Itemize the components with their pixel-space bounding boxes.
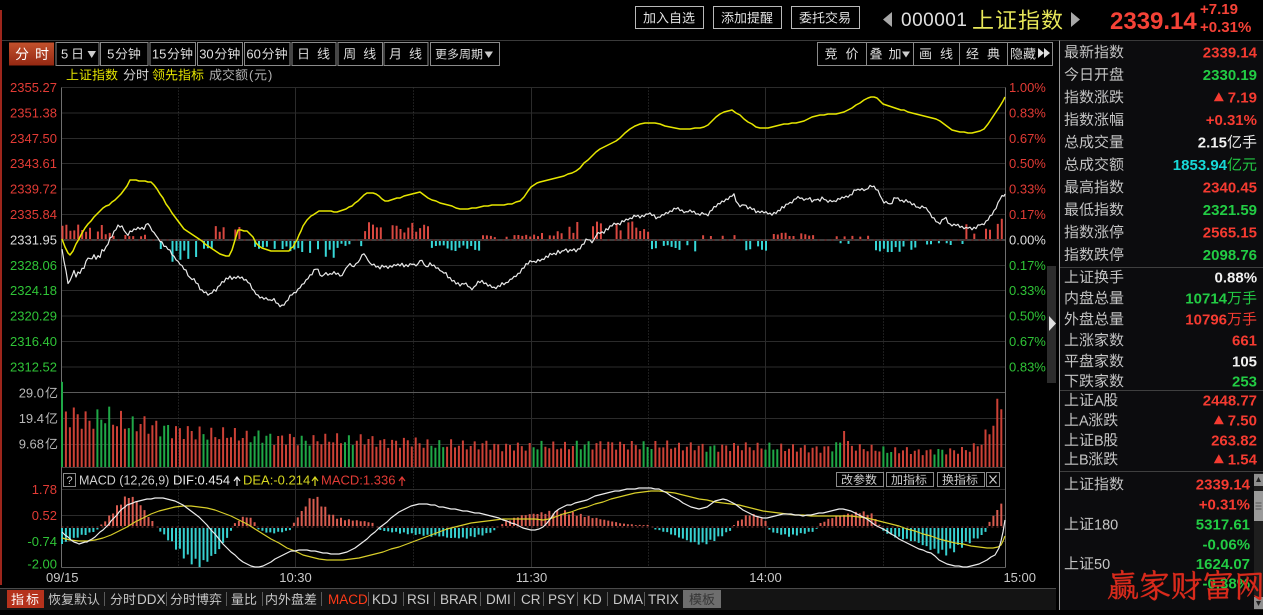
svg-text:263.82: 263.82 [1211,432,1257,449]
svg-text:5317.61: 5317.61 [1196,516,1250,533]
svg-text:10714: 10714 [1185,290,1227,307]
svg-text:2339.14: 2339.14 [1203,44,1258,61]
svg-text:0.67%: 0.67% [1009,334,1046,349]
svg-text:5: 5 [61,47,68,62]
svg-text:0.33%: 0.33% [1009,182,1046,197]
svg-text:0.83%: 0.83% [1009,105,1046,120]
svg-text:661: 661 [1232,332,1257,349]
svg-text:0.88%: 0.88% [1215,269,1258,286]
svg-text:BRAR: BRAR [440,592,478,607]
svg-text:B: B [1094,433,1104,449]
svg-text:-0.74: -0.74 [27,534,57,549]
svg-text:2339.14: 2339.14 [1110,8,1197,35]
svg-text:(: ( [249,68,254,83]
svg-text:0.33%: 0.33% [1009,283,1046,298]
svg-text:2340.45: 2340.45 [1203,179,1257,196]
svg-text:MACD (12,26,9): MACD (12,26,9) [79,474,169,488]
svg-text:0.17%: 0.17% [1009,207,1046,222]
svg-text:2448.77: 2448.77 [1203,392,1257,409]
svg-text:1.00%: 1.00% [1009,80,1046,95]
svg-text:2335.84: 2335.84 [10,207,57,222]
svg-text:1.54: 1.54 [1228,451,1258,468]
svg-text:2331.95: 2331.95 [10,232,57,247]
svg-text:14:00: 14:00 [749,570,782,585]
svg-text:50: 50 [1094,557,1110,573]
svg-text:180: 180 [1094,517,1118,533]
svg-text:105: 105 [1232,353,1257,370]
svg-text:15:00: 15:00 [1003,570,1036,585]
svg-text:DMI: DMI [486,592,511,607]
svg-text:10796: 10796 [1185,311,1227,328]
svg-text:RSI: RSI [407,592,430,607]
svg-text:09/15: 09/15 [46,570,79,585]
svg-text:1853.94: 1853.94 [1173,157,1228,174]
svg-text:2330.19: 2330.19 [1203,67,1257,84]
svg-text:9.68: 9.68 [19,437,44,452]
svg-text:PSY: PSY [548,592,575,607]
svg-text:2347.50: 2347.50 [10,131,57,146]
svg-text:1.78: 1.78 [32,482,57,497]
svg-text:+0.31%: +0.31% [1199,496,1250,513]
svg-text:B: B [1079,452,1089,468]
svg-text:A: A [1094,393,1104,409]
svg-text:DMA: DMA [613,592,643,607]
svg-text:7.19: 7.19 [1228,89,1257,106]
svg-text:0.00%: 0.00% [1009,232,1046,247]
svg-text:2343.61: 2343.61 [10,156,57,171]
svg-text:0.17%: 0.17% [1009,258,1046,273]
svg-text:TRIX: TRIX [648,592,679,607]
svg-text:DEA:-0.214: DEA:-0.214 [243,473,310,488]
svg-text:KD: KD [583,592,602,607]
svg-text:30: 30 [199,47,213,62]
svg-text:-2.00: -2.00 [27,557,57,572]
svg-text:2351.38: 2351.38 [10,105,57,120]
svg-text:2339.72: 2339.72 [10,182,57,197]
svg-text:0.67%: 0.67% [1009,131,1046,146]
svg-text:0.83%: 0.83% [1009,359,1046,374]
svg-text:+0.31%: +0.31% [1206,112,1257,129]
svg-text:29.0: 29.0 [19,386,44,401]
svg-text:?: ? [66,475,72,487]
svg-text:2355.27: 2355.27 [10,80,57,95]
svg-text:2339.14: 2339.14 [1196,476,1251,493]
svg-text:60: 60 [246,47,260,62]
svg-text:11:30: 11:30 [516,570,548,585]
svg-text:253: 253 [1232,373,1257,390]
svg-text:15: 15 [152,47,166,62]
svg-text:10:30: 10:30 [279,570,312,585]
svg-text:19.4: 19.4 [19,411,44,426]
svg-text:1624.07: 1624.07 [1196,556,1250,573]
svg-text:CR: CR [521,592,541,607]
svg-text:2321.59: 2321.59 [1203,202,1257,219]
svg-text:2324.18: 2324.18 [10,283,57,298]
svg-text:2.15: 2.15 [1198,134,1227,151]
svg-text:000001: 000001 [901,10,967,31]
svg-text:2328.06: 2328.06 [10,258,57,273]
svg-text:2565.15: 2565.15 [1203,224,1257,241]
svg-text:): ) [268,68,272,83]
svg-text:5: 5 [107,47,114,62]
svg-text:2098.76: 2098.76 [1203,247,1257,264]
svg-text:2316.40: 2316.40 [10,334,57,349]
svg-text:KDJ: KDJ [372,592,398,607]
svg-text:0.50%: 0.50% [1009,309,1046,324]
svg-text:MACD:1.336: MACD:1.336 [321,473,395,488]
svg-text:-0.06%: -0.06% [1203,536,1251,553]
svg-text:A: A [1079,413,1089,429]
svg-text:MACD: MACD [328,592,368,607]
svg-text:0.50%: 0.50% [1009,156,1046,171]
svg-text:2320.29: 2320.29 [10,309,57,324]
svg-text:+0.31%: +0.31% [1200,19,1251,36]
svg-text:0.52: 0.52 [32,508,57,523]
svg-text:DDX: DDX [137,592,166,607]
svg-text:7.50: 7.50 [1228,412,1257,429]
svg-text:2312.52: 2312.52 [10,359,57,374]
svg-text:+7.19: +7.19 [1200,1,1238,18]
svg-text:DIF:0.454: DIF:0.454 [173,473,230,488]
